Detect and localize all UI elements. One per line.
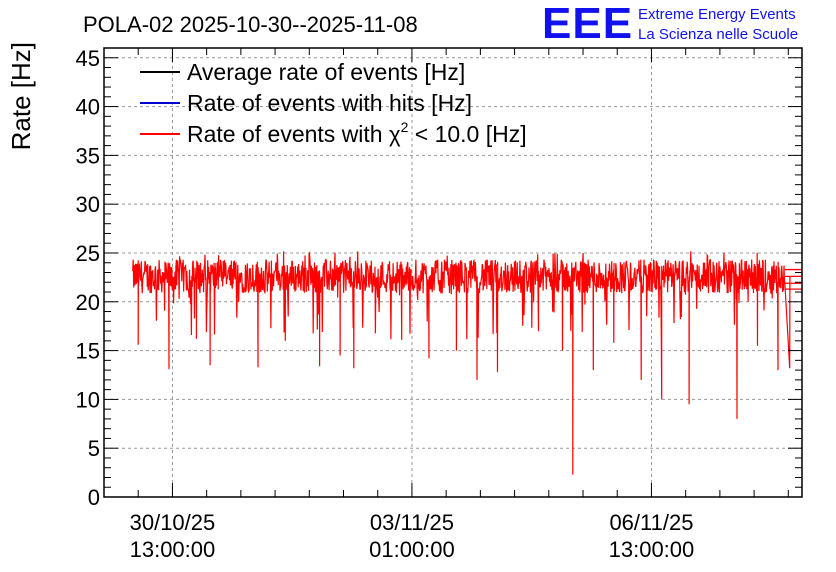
y-tick-label: 30 — [76, 192, 100, 217]
y-tick-label: 10 — [76, 387, 100, 412]
y-tick-label: 15 — [76, 339, 100, 364]
y-tick-label: 0 — [88, 485, 100, 510]
eee-logo-line1: Extreme Energy Events — [638, 6, 796, 23]
x-tick-label-date: 30/10/25 — [130, 510, 216, 535]
eee-logo: EEE Extreme Energy Events La Scienza nel… — [542, 0, 798, 48]
y-tick-label: 35 — [76, 143, 100, 168]
x-tick-labels: 30/10/2513:00:0003/11/2501:00:0006/11/25… — [130, 510, 695, 562]
x-tick-label-date: 03/11/25 — [370, 510, 454, 535]
y-tick-labels: 0 5 10 15 20 25 30 35 40 45 — [76, 46, 100, 510]
y-axis-label: Rate [Hz] — [6, 42, 36, 150]
series-chi2-rate-line — [132, 251, 791, 475]
x-tick-label-time: 13:00:00 — [609, 537, 695, 562]
legend-label-average: Average rate of events [Hz] — [187, 59, 465, 85]
y-tick-label: 5 — [88, 436, 100, 461]
x-tick-label-time: 01:00:00 — [369, 537, 455, 562]
y-tick-label: 25 — [76, 241, 100, 266]
legend-label-chi2: Rate of events with χ2 < 10.0 [Hz] — [187, 119, 527, 147]
x-tick-label-date: 06/11/25 — [609, 510, 693, 535]
legend: Average rate of events [Hz] Rate of even… — [140, 59, 527, 147]
y-tick-label: 20 — [76, 290, 100, 315]
eee-logo-line2: La Scienza nelle Scuole — [638, 26, 798, 43]
y-tick-label: 40 — [76, 95, 100, 120]
grid-lines — [104, 48, 802, 497]
y-tick-label: 45 — [76, 46, 100, 71]
legend-label-hits: Rate of events with hits [Hz] — [187, 90, 472, 116]
eee-logo-mark: EEE — [542, 0, 633, 48]
axis-ticks — [104, 47, 802, 498]
series-layer — [132, 251, 802, 475]
chart-title: POLA-02 2025-10-30--2025-11-08 — [83, 12, 418, 37]
x-tick-label-time: 13:00:00 — [130, 537, 216, 562]
